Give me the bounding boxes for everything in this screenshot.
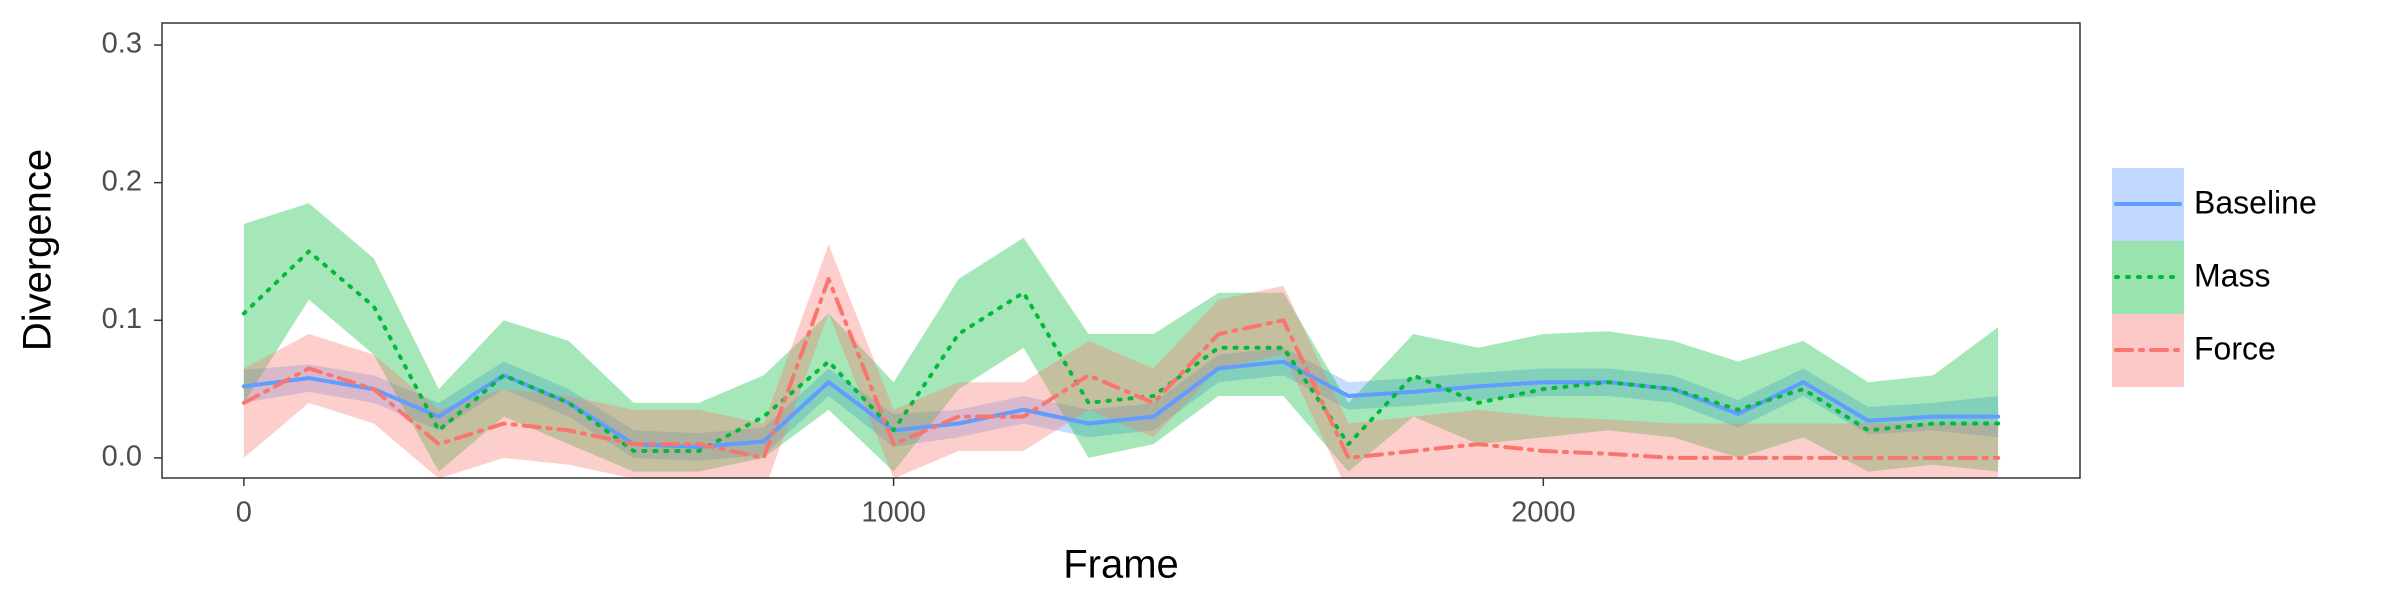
y-axis-title: Divergence [16,149,60,351]
y-tick-label: 0.0 [102,441,142,473]
x-tick-label: 0 [236,497,252,529]
band [243,244,1999,478]
plot-border [161,22,2081,479]
x-tick-label: 1000 [861,497,926,529]
legend-label: Mass [2194,257,2270,293]
legend-label: Force [2194,330,2276,366]
line [241,249,2001,454]
band [243,203,1999,472]
x-tick-label: 2000 [1511,497,1576,529]
y-tick-label: 0.3 [102,28,142,60]
y-tick-label: 0.2 [102,165,142,197]
band [243,347,1999,461]
x-axis-title: Frame [1063,543,1179,587]
plot-area [241,203,2001,478]
line [241,276,2001,460]
legend-label: Baseline [2194,184,2317,220]
y-tick-label: 0.1 [102,303,142,335]
